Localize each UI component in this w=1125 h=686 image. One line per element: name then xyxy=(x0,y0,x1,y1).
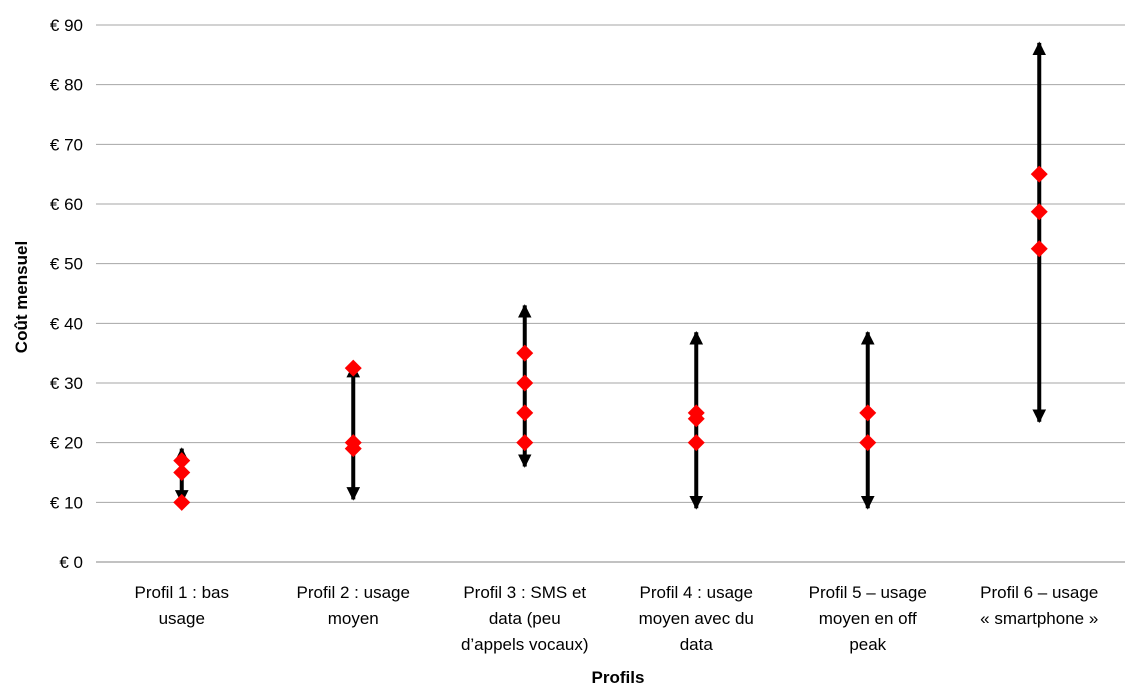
data-point xyxy=(859,434,877,452)
x-category-label-line: moyen xyxy=(328,609,379,628)
x-category-label-line: d’appels vocaux) xyxy=(461,635,589,654)
y-tick-label: € 70 xyxy=(50,135,83,154)
x-category-label-line: data xyxy=(680,635,714,654)
data-point xyxy=(516,434,534,452)
x-category-label: Profil 4 : usage moyen avec du data xyxy=(639,583,754,654)
data-point xyxy=(1030,203,1048,221)
x-category-label: Profil 3 : SMS et data (peu d’appels vocau… xyxy=(461,583,589,654)
data-point xyxy=(173,493,191,511)
x-category-label-line: usage xyxy=(159,609,205,628)
y-axis-title: Coût mensuel xyxy=(12,241,31,353)
gridlines xyxy=(96,24,1125,503)
x-category-label: Profil 6 – usage « smartphone » xyxy=(980,583,1098,628)
x-category-label-line: peak xyxy=(849,635,886,654)
data-point xyxy=(344,359,362,377)
data-point xyxy=(344,434,362,452)
data-point xyxy=(1030,165,1048,183)
x-category-label: Profil 2 : usage moyen xyxy=(297,583,410,628)
data-point xyxy=(687,434,705,452)
x-category-label-line: Profil 4 : usage xyxy=(640,583,753,602)
x-category-label-line: Profil 6 – usage xyxy=(980,583,1098,602)
x-category-label-line: Profil 2 : usage xyxy=(297,583,410,602)
x-category-label-line: Profil 3 : SMS et xyxy=(463,583,586,602)
x-axis-title: Profils xyxy=(592,668,645,686)
y-tick-label: € 20 xyxy=(50,434,83,453)
data-point xyxy=(687,404,705,422)
data-points xyxy=(173,165,1048,511)
x-category-label-line: data (peu xyxy=(489,609,561,628)
y-tick-label: € 60 xyxy=(50,195,83,214)
data-point xyxy=(516,374,534,392)
data-point xyxy=(173,452,191,470)
y-tick-label: € 10 xyxy=(50,493,83,512)
x-category-label-line: Profil 5 – usage xyxy=(809,583,927,602)
data-point xyxy=(1030,240,1048,258)
x-category-label-line: « smartphone » xyxy=(980,609,1098,628)
y-tick-label: € 90 xyxy=(50,16,83,35)
y-tick-label: € 80 xyxy=(50,76,83,95)
x-category-label-line: moyen en off xyxy=(819,609,917,628)
range-arrows xyxy=(174,41,1047,510)
x-category-label: Profil 5 – usage moyen en off peak xyxy=(809,583,927,654)
y-tick-label: € 30 xyxy=(50,374,83,393)
y-tick-label: € 50 xyxy=(50,255,83,274)
x-category-label-line: moyen avec du xyxy=(639,609,754,628)
x-axis-category-labels: Profil 1 : bas usage Profil 2 : usage moyen… xyxy=(135,583,1099,654)
data-point xyxy=(516,344,534,362)
data-point xyxy=(516,404,534,422)
y-axis-ticks: € 0 € 10 € 20 € 30 € 40 € 50 € 60 € 70 € 80 € 90 xyxy=(50,16,83,572)
x-category-label: Profil 1 : bas usage xyxy=(135,583,230,628)
data-point xyxy=(173,464,191,481)
y-tick-label: € 40 xyxy=(50,314,83,333)
data-point xyxy=(859,404,877,422)
y-tick-label: € 0 xyxy=(59,553,83,572)
x-category-label-line: Profil 1 : bas xyxy=(135,583,230,602)
